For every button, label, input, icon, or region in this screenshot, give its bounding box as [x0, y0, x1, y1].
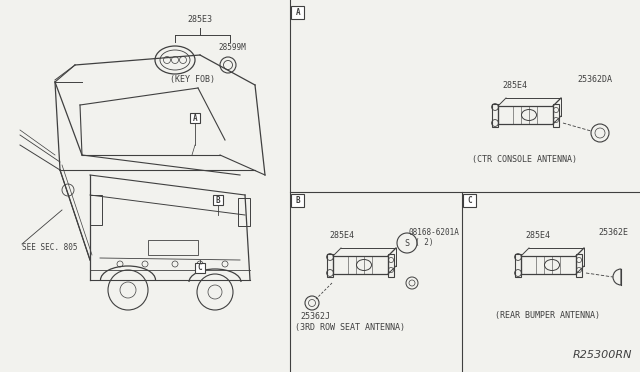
Text: 25362E: 25362E [598, 228, 628, 237]
Bar [333, 256, 388, 274]
Bar [463, 193, 477, 206]
Bar [238, 198, 250, 226]
Bar [148, 240, 198, 255]
Text: 285E3: 285E3 [188, 15, 212, 24]
Text: R25300RN: R25300RN [573, 350, 632, 360]
Text: S: S [404, 238, 410, 247]
Text: SEE SEC. 805: SEE SEC. 805 [22, 243, 77, 252]
Text: B: B [296, 196, 300, 205]
Bar [576, 254, 582, 277]
Bar [498, 106, 553, 124]
Bar [90, 195, 102, 225]
Bar [515, 254, 521, 277]
Bar [291, 193, 305, 206]
Bar [388, 254, 394, 277]
Text: C: C [198, 263, 202, 273]
Bar [327, 254, 333, 277]
Text: ( 2): ( 2) [415, 238, 433, 247]
Text: 285E4: 285E4 [502, 81, 527, 90]
Text: 25362J: 25362J [300, 312, 330, 321]
Bar [521, 256, 576, 274]
Text: 28599M: 28599M [218, 43, 246, 52]
Bar [190, 113, 200, 123]
Text: (3RD ROW SEAT ANTENNA): (3RD ROW SEAT ANTENNA) [295, 323, 405, 332]
Text: C: C [468, 196, 472, 205]
Text: 25362DA: 25362DA [577, 75, 612, 84]
Text: (REAR BUMPER ANTENNA): (REAR BUMPER ANTENNA) [495, 311, 600, 320]
Bar [291, 6, 305, 19]
Text: 08168-6201A: 08168-6201A [409, 228, 460, 237]
Text: (KEY FOB): (KEY FOB) [170, 75, 214, 84]
Bar [553, 104, 559, 127]
Text: (CTR CONSOLE ANTENNA): (CTR CONSOLE ANTENNA) [472, 155, 577, 164]
Text: A: A [193, 113, 197, 122]
Text: 285E4: 285E4 [330, 231, 355, 240]
Bar [492, 104, 498, 127]
Bar [213, 195, 223, 205]
Text: B: B [216, 196, 220, 205]
Bar [195, 263, 205, 273]
Text: A: A [296, 7, 300, 16]
Text: 285E4: 285E4 [525, 231, 550, 240]
